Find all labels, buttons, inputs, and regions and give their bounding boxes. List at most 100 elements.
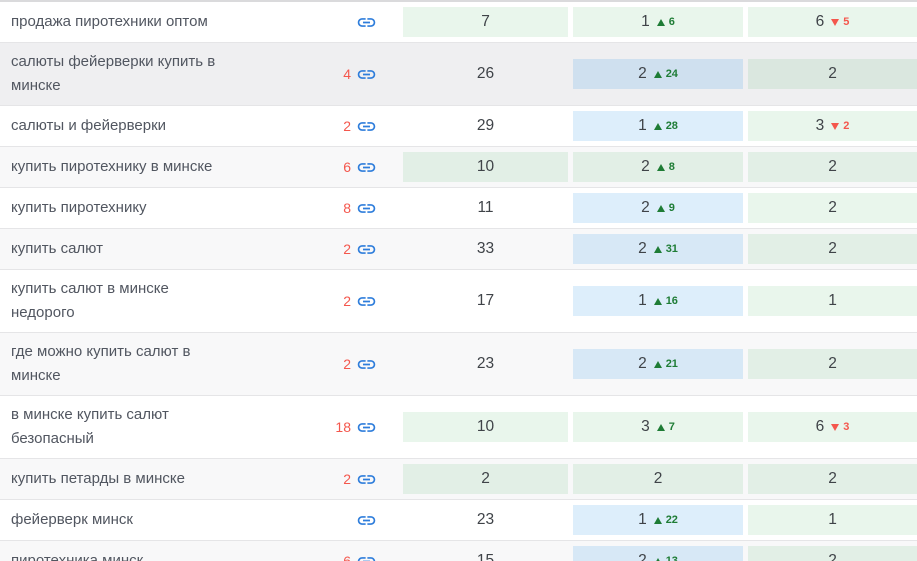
position-value: 2 — [828, 158, 837, 175]
position-value: 11 — [477, 199, 494, 216]
keyword-row[interactable]: купить пиротехнику в минске 6 10 2 8 2 — [0, 147, 917, 188]
keyword-cell: в минске купить салют безопасный — [0, 396, 330, 458]
up-arrow-icon — [653, 557, 662, 561]
link-icon[interactable] — [356, 64, 377, 85]
position-pill: 7 — [403, 7, 568, 37]
position-value: 1 — [828, 511, 837, 528]
keyword-cell: купить салют в минске недорого — [0, 270, 330, 332]
position-cell: 2 8 — [573, 152, 743, 182]
keyword-cell: купить пиротехнику — [0, 189, 330, 227]
position-change-value: 6 — [668, 16, 675, 28]
keyword-label: купить пиротехнику в минске — [11, 158, 213, 175]
position-cell: 17 — [403, 286, 568, 316]
keyword-label: салюты фейерверки купить в минске — [11, 53, 216, 94]
refs-cell: 6 — [330, 551, 403, 561]
position-value: 10 — [476, 418, 495, 435]
keyword-row[interactable]: купить пиротехнику 8 11 2 9 2 — [0, 188, 917, 229]
keyword-label: купить пиротехнику — [11, 199, 147, 216]
position-cell: 6 3 — [748, 412, 917, 442]
position-value: 2 — [481, 470, 490, 487]
position-value: 1 — [641, 13, 650, 30]
position-value: 10 — [476, 158, 495, 175]
position-cell: 7 — [403, 7, 568, 37]
down-arrow-icon — [831, 18, 840, 26]
position-pill: 23 — [403, 505, 568, 535]
link-icon[interactable] — [356, 116, 377, 137]
link-icon[interactable] — [356, 354, 377, 375]
position-cell: 2 9 — [573, 193, 743, 223]
position-pill: 29 — [403, 111, 568, 141]
keyword-row[interactable]: продажа пиротехники оптом 7 1 6 6 5 — [0, 2, 917, 43]
keyword-row[interactable]: где можно купить салют в минске 2 23 2 2… — [0, 333, 917, 396]
position-cell: 1 — [748, 286, 917, 316]
link-icon[interactable] — [356, 469, 377, 490]
up-arrow-icon — [656, 204, 665, 212]
position-pill: 1 — [748, 286, 917, 316]
keyword-row[interactable]: фейерверк минск 23 1 22 1 — [0, 500, 917, 541]
position-value: 2 — [653, 470, 663, 487]
position-change-value: 9 — [668, 202, 675, 214]
position-value: 6 — [815, 418, 825, 435]
up-arrow-icon — [653, 297, 662, 305]
position-pill: 3 7 — [573, 412, 743, 442]
up-arrow-icon — [653, 360, 662, 368]
refs-count: 2 — [343, 471, 351, 487]
position-pill: 2 31 — [573, 234, 743, 264]
up-arrow-icon — [656, 163, 665, 171]
position-change-value: 31 — [665, 243, 678, 255]
link-icon[interactable] — [356, 417, 377, 438]
link-icon[interactable] — [356, 12, 377, 33]
position-cell: 2 — [748, 152, 917, 182]
keyword-cell: пиротехника минск — [0, 542, 330, 561]
keyword-label: где можно купить салют в минске — [11, 343, 191, 384]
position-cell: 29 — [403, 111, 568, 141]
keyword-row[interactable]: в минске купить салют безопасный 18 10 3… — [0, 396, 917, 459]
keyword-label: фейерверк минск — [11, 511, 133, 528]
position-value: 2 — [638, 552, 647, 561]
link-icon[interactable] — [356, 157, 377, 178]
position-pill: 2 9 — [573, 193, 743, 223]
keyword-row[interactable]: пиротехника минск 6 15 2 13 2 — [0, 541, 917, 561]
position-value: 1 — [638, 117, 647, 134]
keyword-cell: фейерверк минск — [0, 501, 330, 539]
link-icon[interactable] — [356, 198, 377, 219]
position-cell: 2 — [748, 59, 917, 89]
position-value: 29 — [476, 117, 495, 134]
link-icon[interactable] — [356, 510, 377, 531]
keyword-row[interactable]: купить салют в минске недорого 2 17 1 16… — [0, 270, 917, 333]
up-arrow-icon — [656, 423, 665, 431]
link-icon[interactable] — [356, 551, 377, 561]
position-change-value: 5 — [843, 16, 850, 28]
refs-count: 18 — [335, 419, 351, 435]
keyword-row[interactable]: купить салют 2 33 2 31 2 — [0, 229, 917, 270]
position-pill: 6 5 — [748, 7, 917, 37]
position-value: 2 — [828, 355, 837, 372]
position-cell: 33 — [403, 234, 568, 264]
keyword-row[interactable]: салюты фейерверки купить в минске 4 26 2… — [0, 43, 917, 106]
refs-count: 6 — [343, 553, 351, 561]
position-pill: 15 — [403, 546, 568, 561]
refs-cell: 8 — [330, 198, 403, 219]
refs-cell: 18 — [330, 417, 403, 438]
link-icon[interactable] — [356, 291, 377, 312]
keyword-row[interactable]: купить петарды в минске 2 2 2 2 — [0, 459, 917, 500]
position-value: 2 — [828, 470, 837, 487]
refs-cell — [330, 510, 403, 531]
keyword-label: в минске купить салют безопасный — [11, 406, 169, 447]
position-cell: 1 — [748, 505, 917, 535]
position-pill: 2 — [748, 193, 917, 223]
position-cell: 15 — [403, 546, 568, 561]
keyword-row[interactable]: салюты и фейерверки 2 29 1 28 3 2 — [0, 106, 917, 147]
position-cell: 11 — [403, 193, 568, 223]
position-value: 3 — [815, 117, 825, 134]
position-pill: 3 2 — [748, 111, 917, 141]
position-cell: 2 — [748, 349, 917, 379]
position-cell: 1 28 — [573, 111, 743, 141]
refs-count: 2 — [343, 118, 351, 134]
position-pill: 1 16 — [573, 286, 743, 316]
up-arrow-icon — [653, 245, 662, 253]
up-arrow-icon — [653, 70, 662, 78]
position-cell: 2 13 — [573, 546, 743, 561]
link-icon[interactable] — [356, 239, 377, 260]
